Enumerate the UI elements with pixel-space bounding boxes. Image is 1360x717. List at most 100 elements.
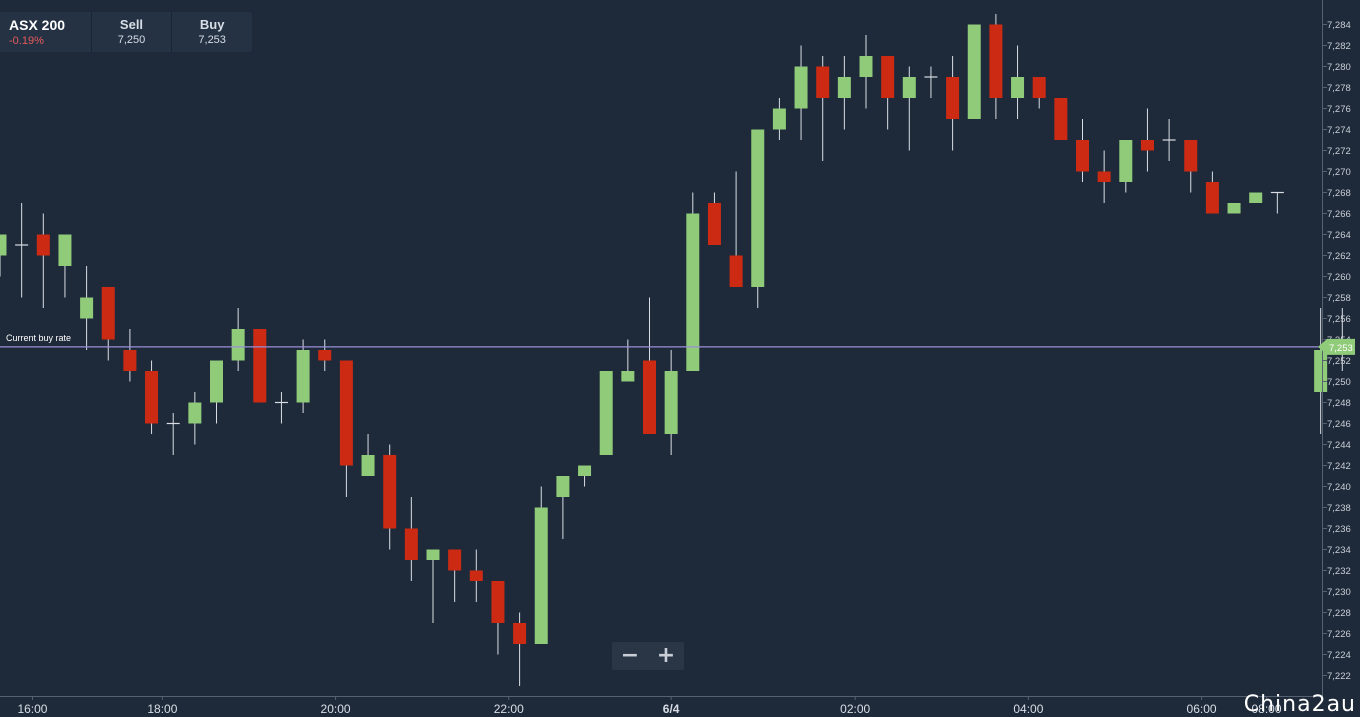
y-tick-label: 7,278 (1327, 83, 1351, 94)
instrument-symbol: ASX 200 (9, 16, 66, 33)
current-buy-rate-tag (1318, 338, 1355, 355)
candle (989, 14, 1003, 119)
candle (0, 234, 7, 277)
y-tick-label: 7,246 (1327, 419, 1351, 430)
zoom-in-button[interactable]: + (656, 643, 676, 668)
candle-body (1054, 98, 1068, 140)
x-tick-label: 04:00 (1013, 702, 1043, 716)
candle (361, 434, 375, 476)
candle-body (946, 77, 960, 119)
candle-body (707, 203, 721, 245)
zoom-out-button[interactable]: − (620, 643, 640, 668)
candle (1249, 192, 1263, 203)
y-tick-label: 7,272 (1327, 146, 1351, 157)
y-tick-label: 7,258 (1327, 293, 1351, 304)
candle-body (772, 108, 786, 130)
candle (1076, 119, 1089, 182)
candle (946, 56, 960, 151)
candle (339, 360, 353, 497)
candle (491, 581, 505, 655)
candle-body (1227, 203, 1241, 214)
candle-body (534, 507, 548, 644)
candle-body (210, 360, 223, 403)
candle-body (794, 66, 808, 109)
candle (383, 444, 397, 550)
candle-body (664, 371, 678, 434)
candle (534, 486, 548, 644)
candle (556, 476, 570, 539)
buy-label: Buy (199, 17, 225, 32)
candle-body (296, 350, 310, 403)
candle (231, 308, 245, 371)
candle (296, 339, 310, 413)
candle (772, 98, 786, 140)
candle (729, 171, 743, 287)
candle-body (318, 350, 332, 361)
y-tick-label: 7,230 (1327, 587, 1351, 598)
y-tick-label: 7,248 (1327, 398, 1351, 409)
candle-body (1140, 140, 1154, 151)
candle (1119, 140, 1133, 193)
candle (924, 66, 938, 98)
candle (101, 287, 115, 361)
candle-body (491, 581, 505, 623)
candle (1227, 203, 1241, 214)
candle-body (902, 77, 916, 98)
candle (253, 329, 267, 403)
candle-body (469, 570, 483, 581)
instrument-change: -0.19% (9, 34, 44, 47)
candle-body (556, 476, 570, 497)
candle-body (383, 455, 397, 529)
candle-body (1011, 77, 1025, 98)
candle (58, 234, 72, 298)
candle-body (1097, 171, 1111, 182)
buy-button[interactable]: Buy 7,253 (172, 12, 252, 52)
y-tick-label: 7,266 (1327, 209, 1351, 220)
candle (1162, 119, 1176, 161)
candles (0, 14, 1349, 686)
watermark: China2au (1243, 692, 1356, 717)
y-tick-label: 7,284 (1327, 20, 1351, 31)
candle (188, 392, 202, 445)
y-tick-label: 7,252 (1327, 356, 1351, 367)
candle-body (404, 528, 418, 560)
x-tick-label: 18:00 (147, 702, 177, 716)
candle-body (751, 129, 765, 287)
candle (707, 192, 721, 245)
candle (1032, 77, 1046, 109)
y-tick-label: 7,224 (1327, 650, 1351, 661)
instrument-header: ASX 200 -0.19% Sell 7,250 Buy 7,253 (0, 12, 252, 52)
candle-body (686, 213, 700, 371)
current-buy-rate-value: 7,253 (1329, 343, 1353, 354)
candle-body (1076, 140, 1089, 172)
candle-body (188, 402, 202, 424)
candle-body (599, 371, 613, 455)
candle-body (253, 329, 267, 403)
current-buy-rate-label: Current buy rate (6, 333, 71, 343)
candle (15, 203, 29, 298)
y-tick-label: 7,282 (1327, 41, 1351, 52)
y-tick-label: 7,276 (1327, 104, 1351, 115)
candle-body (816, 66, 830, 98)
candle (318, 339, 332, 371)
candle-body (1119, 140, 1133, 182)
candle (837, 56, 851, 130)
candle-body (58, 234, 72, 266)
sell-price: 7,250 (117, 34, 146, 46)
candle-body (339, 360, 353, 466)
sell-button[interactable]: Sell 7,250 (92, 12, 173, 52)
candle (426, 549, 440, 623)
sell-label: Sell (119, 17, 144, 32)
candle-body (1249, 192, 1263, 203)
candle-body (621, 371, 635, 382)
y-tick-label: 7,240 (1327, 482, 1351, 493)
candle (794, 45, 808, 140)
y-tick-label: 7,264 (1327, 230, 1351, 241)
candle (816, 56, 830, 161)
candle (1184, 140, 1198, 193)
candle (1011, 45, 1025, 119)
y-tick-label: 7,238 (1327, 503, 1351, 514)
candle (621, 339, 635, 382)
candle (751, 129, 765, 308)
